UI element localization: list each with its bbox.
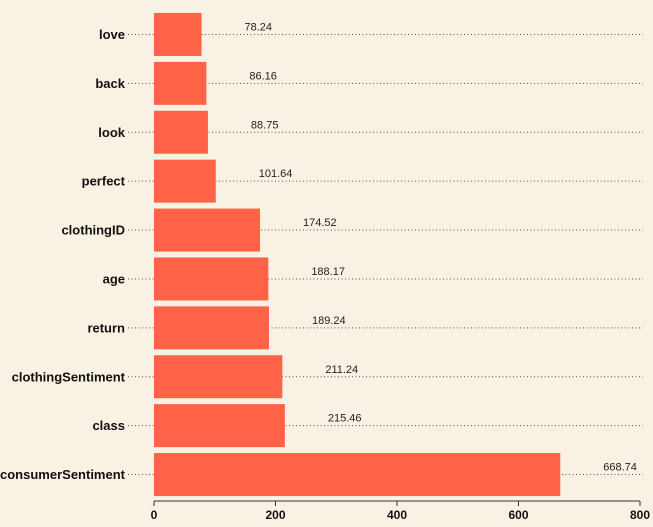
data-label: 174.52 xyxy=(303,217,337,229)
data-label: 86.16 xyxy=(249,70,277,82)
x-tick-label: 0 xyxy=(151,508,158,522)
data-label: 101.64 xyxy=(259,168,293,180)
x-tick-label: 600 xyxy=(508,508,528,522)
bar xyxy=(154,61,207,105)
data-label: 211.24 xyxy=(325,364,358,376)
category-labels: love back look perfect clothingID age return cl… xyxy=(0,27,126,482)
data-label: 188.17 xyxy=(311,266,345,278)
bars xyxy=(154,12,561,497)
category-label: perfect xyxy=(82,174,126,189)
bar xyxy=(154,208,261,252)
data-label: 78.24 xyxy=(245,21,273,33)
data-label: 88.75 xyxy=(251,119,279,131)
category-label: look xyxy=(98,125,125,140)
category-label: consumerSentiment xyxy=(0,467,126,482)
value-labels: 78.24 86.16 88.75 101.64 174.52 188.17 189.24 2… xyxy=(245,21,637,473)
category-label: return xyxy=(87,320,125,335)
bar xyxy=(154,159,216,203)
x-axis: 0 200 400 600 800 xyxy=(151,500,650,522)
data-label: 215.46 xyxy=(328,413,362,425)
bar xyxy=(154,12,202,56)
x-tick-label: 200 xyxy=(265,508,285,522)
data-label: 189.24 xyxy=(312,315,346,327)
bar xyxy=(154,257,269,301)
bar xyxy=(154,355,283,399)
category-label: love xyxy=(99,27,125,42)
category-label: clothingID xyxy=(61,223,125,238)
bar xyxy=(154,453,561,497)
category-label: back xyxy=(95,76,125,91)
category-label: class xyxy=(92,418,125,433)
x-tick-label: 400 xyxy=(387,508,407,522)
bar xyxy=(154,404,285,448)
bar xyxy=(154,306,269,350)
category-label: age xyxy=(103,271,125,286)
x-tick-label: 800 xyxy=(630,508,650,522)
data-label: 668.74 xyxy=(603,462,637,474)
bar xyxy=(154,110,208,154)
category-label: clothingSentiment xyxy=(12,369,126,384)
